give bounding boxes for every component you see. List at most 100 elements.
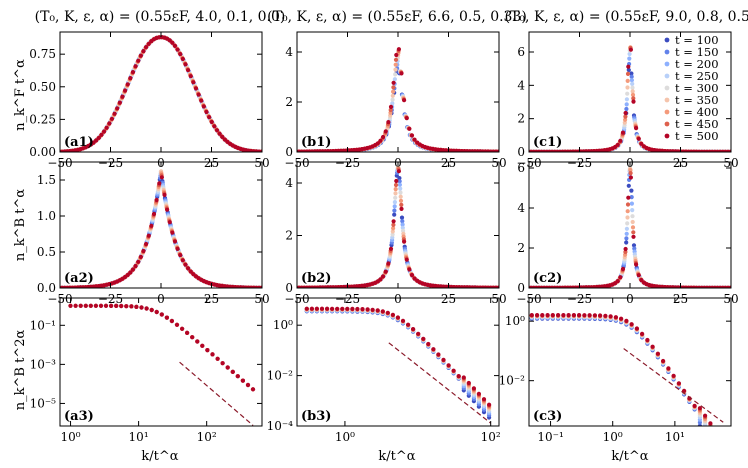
point (386, 261, 391, 266)
point (78, 303, 83, 308)
point (159, 312, 164, 317)
point (109, 116, 115, 121)
point (170, 40, 175, 45)
column-title-a: (T₀, K, ε, α) = (0.55εF, 4.0, 0.1, 0.0) (35, 9, 286, 25)
point (388, 246, 394, 251)
point (398, 190, 403, 195)
point (391, 222, 396, 227)
point (407, 126, 412, 131)
point (83, 303, 88, 308)
point (392, 77, 397, 82)
point (624, 240, 629, 245)
point (199, 98, 204, 103)
point (626, 67, 631, 73)
point (615, 279, 620, 284)
y-tick-label: 4 (517, 78, 525, 92)
point (393, 195, 398, 200)
point (630, 214, 635, 219)
point (220, 134, 225, 139)
point (183, 62, 188, 67)
point (162, 192, 167, 197)
point (496, 149, 499, 152)
series-t200-b3 (304, 308, 492, 416)
series-t450-a3 (68, 303, 256, 392)
y-tick-label: 0.25 (29, 112, 56, 126)
panel-label-a3: (a3) (64, 409, 94, 424)
series-t300-a3 (68, 303, 256, 392)
point (190, 335, 195, 340)
point (630, 92, 636, 97)
point (628, 168, 633, 173)
point (634, 126, 639, 131)
y-tick-label: 0 (517, 145, 525, 159)
point (136, 259, 141, 264)
column-title-b: (T₀, K, ε, α) = (0.55εF, 6.6, 0.5, 0.33) (267, 9, 527, 25)
point (391, 89, 396, 94)
y-tick-label: 2 (517, 112, 525, 126)
point (400, 219, 405, 224)
y-tick-label: 6 (517, 161, 525, 175)
point (393, 191, 398, 196)
point (115, 106, 120, 111)
point (396, 169, 401, 174)
point (186, 266, 191, 271)
point (623, 117, 628, 122)
y-tick-label: 10⁻⁵ (30, 396, 57, 410)
point (394, 178, 399, 184)
point (404, 257, 409, 262)
point (165, 207, 170, 212)
point (157, 181, 162, 186)
point (107, 121, 112, 126)
point (117, 100, 122, 105)
point (631, 99, 636, 104)
panels: −50 −25 0 25 500.000.250.500.75(a1)−50 −25 0 25… (29, 31, 739, 444)
xlabel-col-a: k/t^α (141, 449, 178, 464)
point (133, 263, 138, 269)
point (618, 138, 623, 143)
point (629, 74, 634, 79)
point (195, 339, 200, 344)
y-tick-label: 2 (517, 241, 525, 255)
point (124, 304, 129, 309)
x-tick-label: 0 (157, 292, 165, 306)
point (623, 114, 628, 119)
point (399, 215, 405, 220)
point (392, 208, 397, 213)
point (204, 109, 209, 115)
point (383, 129, 388, 134)
point (88, 303, 93, 308)
point (629, 188, 634, 193)
point (386, 120, 391, 125)
point (628, 171, 633, 176)
point (393, 182, 399, 188)
point (125, 82, 130, 87)
y-tick-label: 0.0 (37, 281, 56, 295)
point (146, 41, 151, 46)
series-t500-b2 (297, 169, 499, 288)
point (250, 387, 256, 392)
point (399, 206, 404, 211)
point (626, 183, 631, 188)
point (402, 239, 407, 244)
point (144, 45, 149, 50)
point (625, 221, 630, 226)
point (639, 278, 644, 283)
point (159, 175, 164, 180)
point (393, 67, 398, 72)
point (149, 307, 154, 313)
point (144, 306, 149, 311)
point (630, 81, 635, 86)
point (144, 241, 149, 247)
point (196, 92, 201, 97)
point (639, 141, 644, 146)
point (407, 267, 412, 272)
y-tick-label: 2 (285, 95, 293, 109)
point (225, 365, 230, 370)
point (185, 330, 190, 335)
series-t150-a3 (68, 303, 256, 392)
point (631, 234, 636, 239)
x-tick-label: 10² (197, 430, 217, 444)
point (397, 182, 402, 187)
point (636, 273, 641, 278)
